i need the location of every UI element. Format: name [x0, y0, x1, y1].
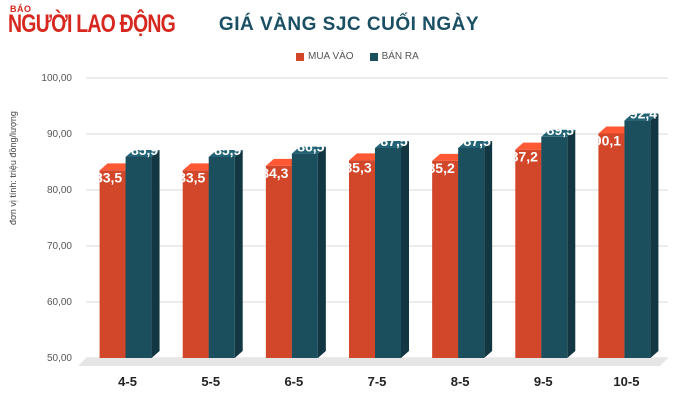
legend-label-buy: MUA VÀO	[308, 51, 354, 62]
legend-item-buy: MUA VÀO	[296, 51, 354, 62]
data-label-buy: 83,5	[95, 169, 122, 185]
bar-top	[349, 153, 383, 161]
bar-buy	[99, 170, 126, 358]
bar-side	[484, 141, 493, 358]
bar-buy	[349, 160, 375, 358]
legend-swatch-buy	[296, 52, 304, 61]
bar-side	[650, 113, 659, 358]
bar-top	[375, 141, 409, 148]
legend-swatch-sell	[369, 52, 378, 61]
data-label-sell: 87,5	[380, 133, 407, 149]
bar-top	[598, 126, 633, 134]
bar-top	[182, 163, 217, 171]
bar-sell	[375, 148, 401, 358]
data-label-buy: 85,3	[344, 159, 371, 175]
bar-sell	[541, 136, 568, 358]
chart-legend: MUA VÀO BÁN RA	[296, 51, 429, 62]
bar-top	[291, 146, 326, 154]
bar-top	[624, 113, 659, 121]
bar-sell	[208, 156, 235, 358]
y-tick-label: 60,00	[47, 297, 72, 308]
y-tick-label: 100,00	[41, 73, 72, 84]
data-label-sell: 89,5	[547, 122, 574, 138]
bar-top	[208, 149, 243, 157]
data-label-sell: 87,5	[464, 133, 491, 149]
x-tick-label: 4-5	[118, 374, 137, 389]
data-label-buy: 84,3	[261, 165, 288, 181]
legend-item-sell: BÁN RA	[369, 51, 419, 62]
y-tick-label: 70,00	[47, 241, 72, 252]
bar-top	[265, 158, 300, 166]
bar-top	[99, 163, 134, 171]
bar-sell	[291, 153, 318, 358]
y-tick-label: 80,00	[47, 185, 72, 196]
x-tick-label: 7-5	[368, 374, 387, 389]
chart-title: GIÁ VÀNG SJC CUỐI NGÀY	[218, 14, 480, 35]
brand-logo: BÁO NGƯỜI LAO ĐỘNG	[8, 4, 188, 44]
bar-side	[401, 141, 409, 358]
y-tick-label: 90,00	[47, 129, 72, 140]
bar-top	[515, 142, 550, 150]
bar-side	[567, 129, 576, 358]
data-label-buy: 83,5	[178, 169, 205, 185]
brand-logo-main: NGƯỜI LAO ĐỘNG	[8, 10, 176, 38]
x-tick-label: 10-5	[613, 374, 639, 389]
bar-buy	[182, 170, 209, 358]
x-tick-label: 8-5	[451, 374, 470, 389]
data-label-buy: 87,2	[511, 149, 538, 165]
bar-sell	[125, 156, 152, 358]
bar-side	[151, 149, 160, 358]
data-label-sell: 85,9	[214, 142, 241, 158]
chart-floor	[78, 358, 668, 366]
data-label-buy: 85,2	[428, 160, 455, 176]
data-label-buy: 90,1	[594, 132, 621, 148]
x-tick-label: 5-5	[201, 374, 220, 389]
bar-side	[234, 149, 243, 358]
bar-buy	[265, 165, 292, 358]
y-tick-label: 50,00	[47, 353, 72, 364]
bar-top	[541, 129, 576, 137]
x-tick-label: 9-5	[534, 374, 553, 389]
data-label-sell: 86,5	[297, 139, 324, 155]
bar-buy	[598, 133, 625, 358]
bar-buy	[432, 160, 459, 358]
bar-side	[317, 146, 326, 358]
legend-label-sell: BÁN RA	[381, 51, 419, 62]
bar-top	[432, 153, 467, 161]
bar-top	[458, 141, 493, 148]
bar-top	[125, 149, 160, 157]
bar-buy	[515, 149, 542, 358]
brand-logo-small: BÁO	[10, 4, 32, 14]
bar-sell	[458, 148, 485, 358]
data-label-sell: 92,4	[630, 106, 657, 122]
data-label-sell: 85,9	[131, 142, 158, 158]
bar-sell	[624, 120, 651, 358]
x-tick-label: 6-5	[284, 374, 303, 389]
